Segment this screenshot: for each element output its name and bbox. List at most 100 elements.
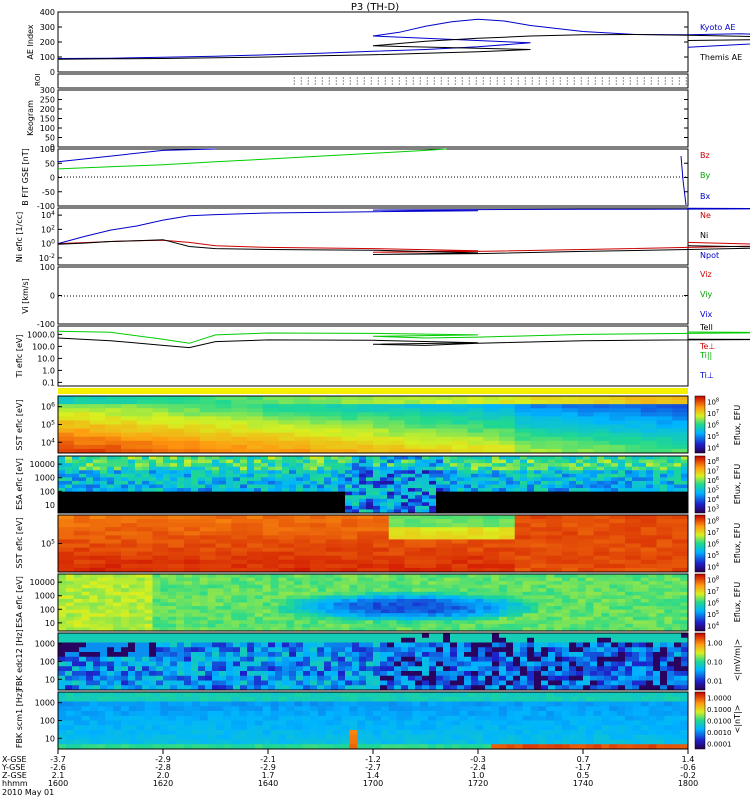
heatmap-cell bbox=[522, 616, 531, 621]
heatmap-cell bbox=[325, 551, 342, 557]
roi-dot bbox=[426, 83, 428, 85]
heatmap-cell bbox=[349, 616, 358, 621]
heatmap-cell bbox=[226, 498, 234, 503]
heatmap-cell bbox=[152, 424, 169, 429]
heatmap-cell bbox=[546, 535, 563, 540]
heatmap-cell bbox=[247, 416, 264, 421]
heatmap-cell bbox=[198, 666, 206, 672]
heatmap-cell bbox=[538, 595, 547, 600]
heatmap-cell bbox=[428, 591, 437, 596]
heatmap-cell bbox=[499, 502, 507, 507]
heatmap-cell bbox=[555, 473, 563, 478]
heatmap-cell bbox=[373, 424, 390, 429]
heatmap-cell bbox=[555, 491, 563, 496]
heatmap-cell bbox=[617, 584, 626, 589]
heatmap-cell bbox=[554, 623, 563, 628]
heatmap-cell bbox=[156, 656, 164, 662]
heatmap-cell bbox=[89, 535, 106, 540]
heatmap-cell bbox=[341, 555, 358, 561]
heatmap-cell bbox=[268, 680, 276, 686]
heatmap-cell bbox=[93, 656, 101, 662]
heatmap-cell bbox=[81, 616, 90, 621]
heatmap-cell bbox=[184, 488, 192, 493]
heatmap-cell bbox=[366, 491, 374, 496]
roi-dot bbox=[608, 83, 610, 85]
heatmap-cell bbox=[135, 473, 143, 478]
heatmap-cell bbox=[247, 456, 255, 460]
heatmap-cell bbox=[121, 495, 129, 500]
heatmap-cell bbox=[177, 459, 185, 464]
heatmap-cell bbox=[310, 656, 318, 662]
heatmap-cell bbox=[499, 574, 508, 578]
heatmap-cell bbox=[604, 491, 612, 496]
heatmap-cell bbox=[215, 577, 224, 582]
heatmap-cell bbox=[522, 595, 531, 600]
heatmap-cell bbox=[310, 456, 318, 460]
heatmap-cell bbox=[310, 470, 318, 475]
heatmap-cell bbox=[89, 563, 106, 569]
heatmap-cell bbox=[72, 647, 80, 653]
heatmap-cell bbox=[294, 623, 303, 628]
heatmap-cell bbox=[296, 484, 304, 489]
heatmap-cell bbox=[436, 509, 444, 514]
heatmap-cell bbox=[541, 473, 549, 478]
heatmap-cell bbox=[184, 416, 201, 421]
heatmap-cell bbox=[451, 606, 461, 611]
heatmap-cell bbox=[114, 456, 122, 460]
heatmap-cell bbox=[451, 416, 468, 421]
heatmap-cell bbox=[289, 495, 297, 500]
heatmap-cell bbox=[373, 412, 390, 417]
heatmap-cell bbox=[163, 680, 171, 686]
heatmap-cell bbox=[72, 505, 80, 510]
heatmap-cell bbox=[483, 627, 492, 632]
heatmap-cell bbox=[121, 652, 129, 658]
roi-dot bbox=[328, 80, 330, 82]
heatmap-cell bbox=[268, 675, 276, 681]
heatmap-cell bbox=[672, 416, 689, 421]
heatmap-cell bbox=[121, 602, 130, 607]
heatmap-cell bbox=[184, 505, 192, 510]
heatmap-cell bbox=[254, 577, 264, 582]
heatmap-cell bbox=[396, 581, 405, 586]
heatmap-cell bbox=[278, 539, 295, 544]
heatmap-cell bbox=[548, 505, 556, 510]
heatmap-cell bbox=[380, 470, 388, 475]
heatmap-cell bbox=[428, 598, 437, 603]
heatmap-cell bbox=[467, 588, 476, 593]
heatmap-cell bbox=[585, 588, 594, 593]
heatmap-cell bbox=[121, 551, 138, 557]
heatmap-cell bbox=[499, 420, 516, 425]
heatmap-cell bbox=[262, 627, 272, 632]
heatmap-cell bbox=[149, 509, 157, 514]
heatmap-cell bbox=[443, 633, 451, 639]
heatmap-cell bbox=[278, 563, 295, 569]
heatmap-cell bbox=[499, 408, 516, 413]
heatmap-cell bbox=[261, 473, 269, 478]
heatmap-cell bbox=[160, 602, 169, 607]
heatmap-cell bbox=[278, 588, 287, 593]
heatmap-cell bbox=[215, 515, 232, 520]
heatmap-cell bbox=[562, 527, 579, 532]
heatmap-cell bbox=[450, 463, 458, 468]
heatmap-cell bbox=[617, 606, 626, 611]
roi-dot bbox=[461, 80, 463, 82]
heatmap-cell bbox=[199, 620, 209, 625]
heatmap-cell bbox=[58, 420, 75, 425]
heatmap-cell bbox=[408, 666, 416, 672]
heatmap-cell bbox=[86, 671, 94, 677]
heatmap-cell bbox=[625, 531, 642, 536]
heatmap-cell bbox=[388, 577, 398, 582]
heatmap-cell bbox=[152, 606, 161, 611]
heatmap-cell bbox=[341, 519, 358, 524]
heatmap-cell bbox=[107, 652, 115, 658]
heatmap-cell bbox=[113, 598, 122, 603]
heatmap-cell bbox=[443, 574, 453, 578]
heatmap-cell bbox=[625, 613, 634, 618]
heatmap-cell bbox=[475, 616, 484, 621]
heatmap-cell bbox=[149, 495, 157, 500]
heatmap-cell bbox=[105, 531, 122, 536]
heatmap-cell bbox=[428, 584, 437, 589]
heatmap-cell bbox=[184, 523, 201, 528]
heatmap-cell bbox=[401, 675, 409, 681]
heatmap-cell bbox=[412, 577, 421, 582]
